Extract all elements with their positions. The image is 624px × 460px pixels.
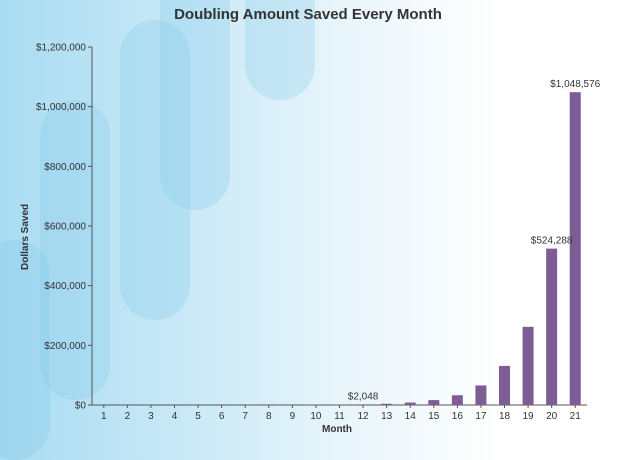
bar-month-12 [358, 404, 369, 405]
bar-month-21 [570, 92, 581, 405]
data-label: $524,288 [531, 236, 573, 247]
x-tick-label: 21 [570, 411, 582, 422]
bar-month-17 [475, 385, 486, 405]
y-ticks: $0 $200,000 $400,000 $600,000 $800,000 $1,000… [36, 43, 92, 412]
bar-month-14 [405, 403, 416, 405]
x-tick-label: 12 [358, 411, 370, 422]
x-tick-label: 10 [310, 411, 322, 422]
x-tick-label: 15 [428, 411, 440, 422]
x-tick-label: 11 [334, 411, 345, 422]
y-tick-label: $400,000 [44, 281, 86, 292]
data-label: $1,048,576 [550, 79, 600, 90]
y-tick-label: $800,000 [44, 162, 86, 173]
x-tick-label: 2 [125, 411, 131, 422]
y-tick-label: $1,000,000 [36, 102, 86, 113]
x-tick-label: 13 [381, 411, 393, 422]
x-tick-label: 7 [242, 411, 248, 422]
x-tick-label: 18 [499, 411, 511, 422]
bar-chart: $0 $200,000 $400,000 $600,000 $800,000 $1,000… [0, 0, 624, 440]
bar-month-20 [546, 249, 557, 405]
bar-month-19 [523, 327, 534, 405]
x-tick-label: 5 [195, 411, 201, 422]
y-tick-label: $1,200,000 [36, 43, 86, 54]
x-tick-label: 14 [405, 411, 417, 422]
y-tick-label: $200,000 [44, 341, 86, 352]
data-label: $2,048 [348, 391, 379, 402]
x-axis-label: Month [322, 424, 352, 435]
y-tick-label: $0 [75, 401, 87, 412]
x-tick-label: 19 [523, 411, 535, 422]
bars [98, 92, 580, 405]
x-tick-label: 1 [101, 411, 107, 422]
x-tick-label: 4 [172, 411, 178, 422]
bar-month-13 [381, 404, 392, 405]
bar-month-18 [499, 366, 510, 405]
x-tick-label: 6 [219, 411, 225, 422]
x-tick-label: 17 [475, 411, 487, 422]
axes [92, 47, 587, 405]
x-tick-label: 3 [148, 411, 154, 422]
bar-month-15 [428, 400, 439, 405]
x-tick-label: 16 [452, 411, 464, 422]
x-tick-label: 8 [266, 411, 272, 422]
data-labels: $2,048 $524,288 $1,048,576 [348, 79, 601, 402]
y-tick-label: $600,000 [44, 222, 86, 233]
x-tick-label: 9 [290, 411, 296, 422]
x-tick-label: 20 [546, 411, 558, 422]
bar-month-16 [452, 395, 463, 405]
